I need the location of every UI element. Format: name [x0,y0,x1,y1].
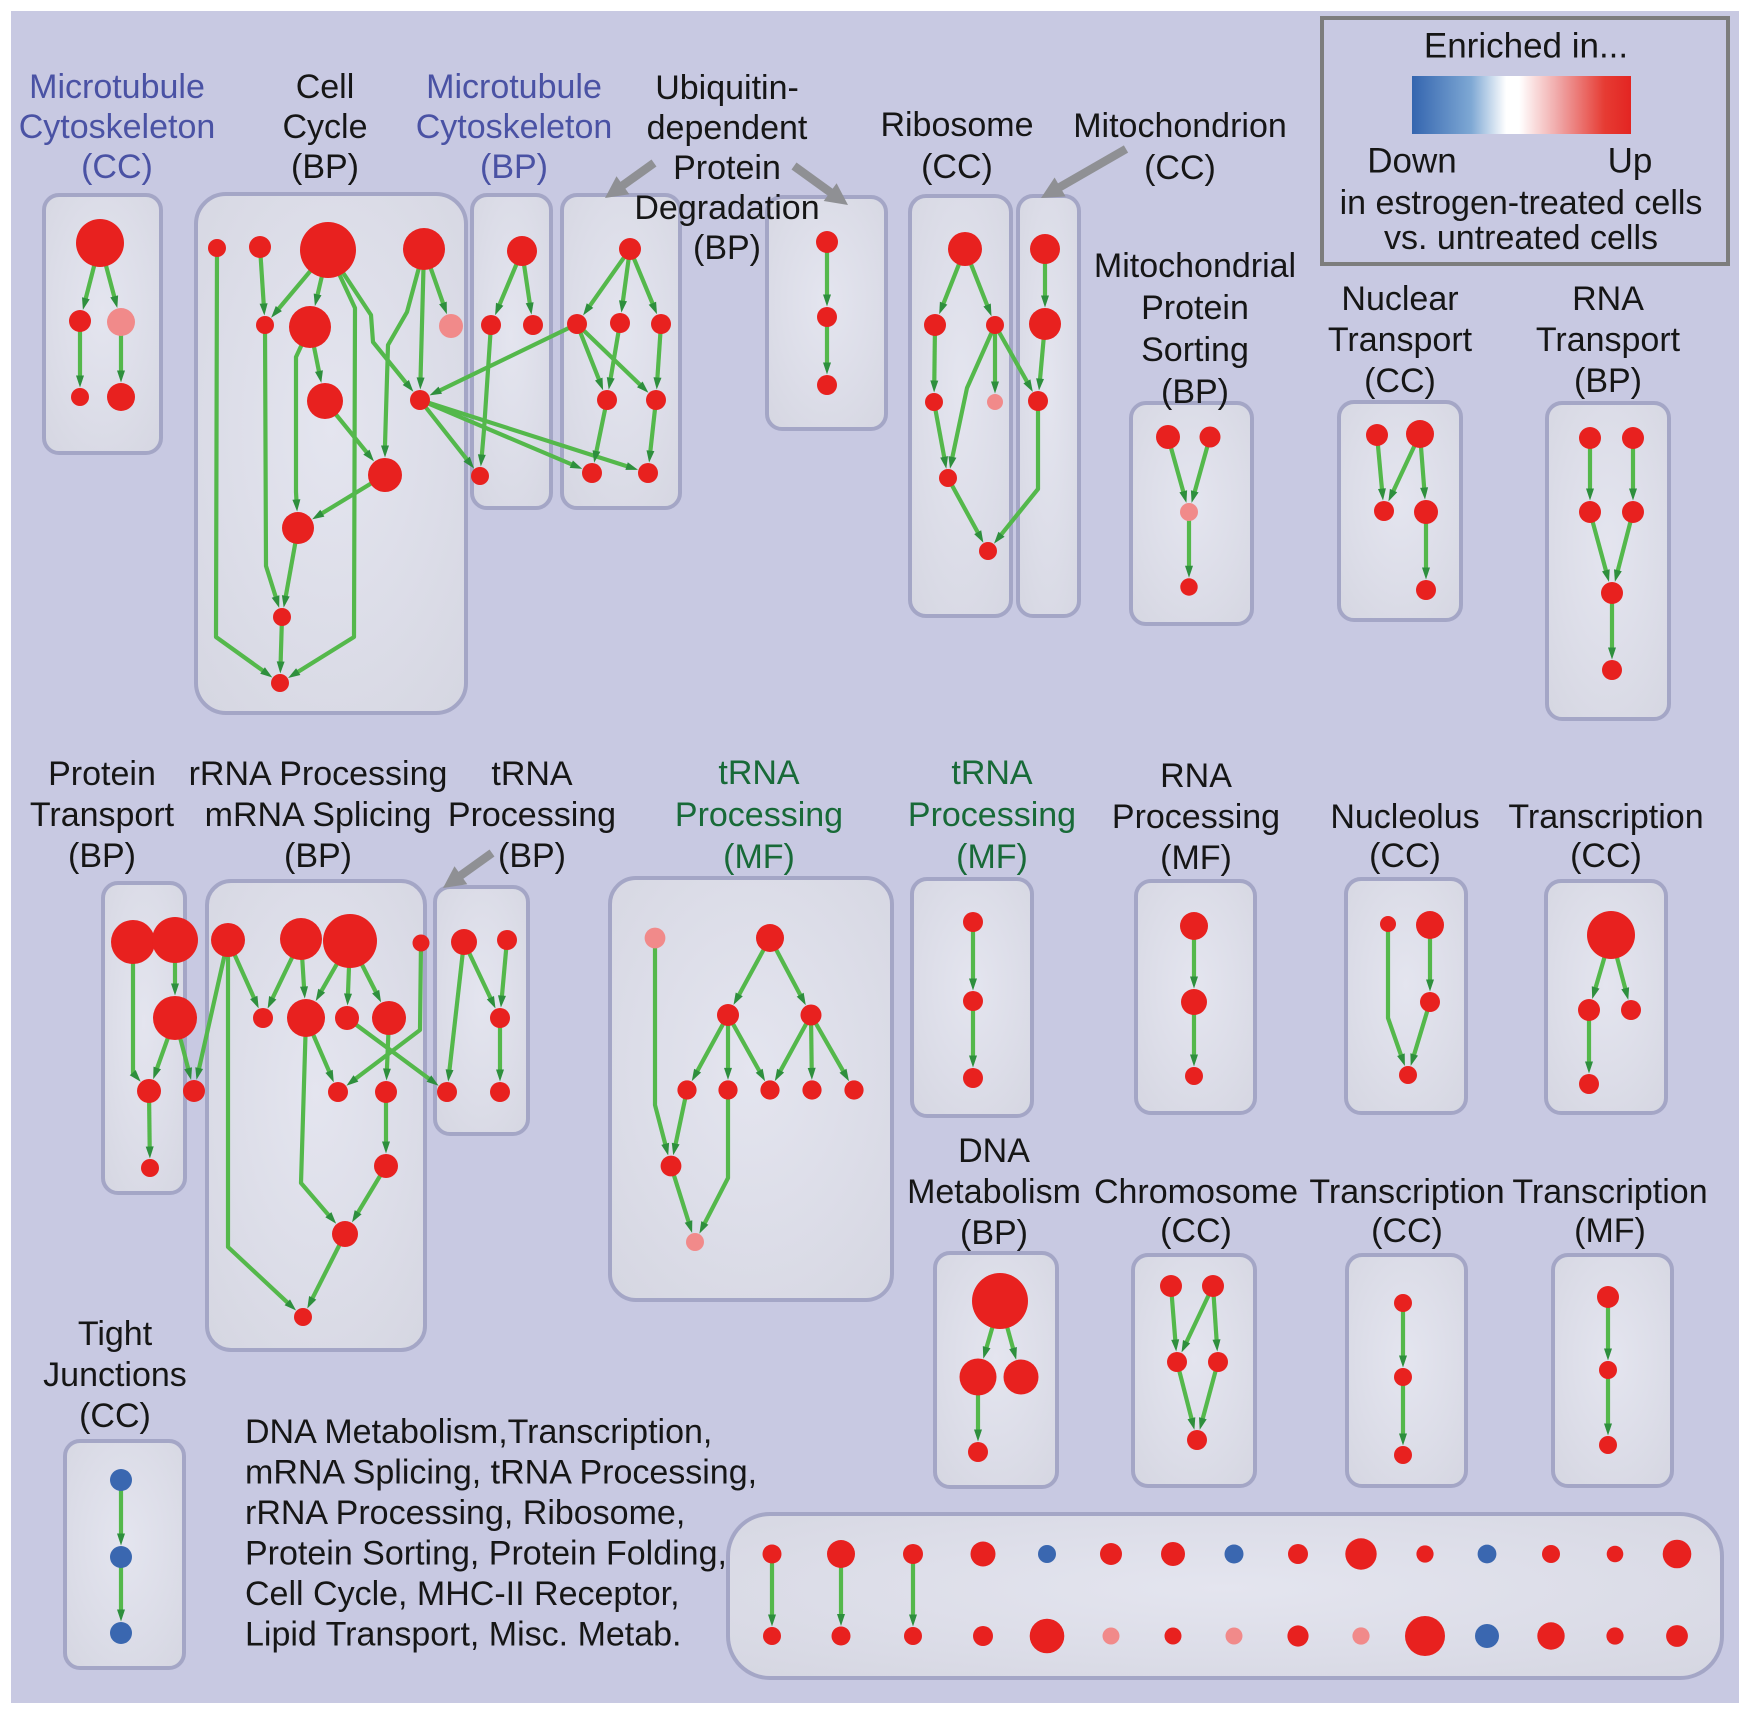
svg-text:(MF): (MF) [723,838,795,876]
svg-text:in estrogen-treated cells: in estrogen-treated cells [1340,184,1703,222]
svg-text:DNA: DNA [958,1132,1030,1170]
svg-text:Cell: Cell [296,68,355,106]
svg-text:tRNA: tRNA [951,754,1033,792]
svg-text:Ubiquitin-: Ubiquitin- [655,69,799,107]
svg-text:Nuclear: Nuclear [1341,280,1458,318]
svg-text:Ribosome: Ribosome [880,106,1033,144]
svg-text:Protein: Protein [48,755,156,793]
svg-text:tRNA: tRNA [491,755,573,793]
svg-text:Transcription: Transcription [1512,1173,1707,1211]
svg-text:Enriched in...: Enriched in... [1424,27,1628,66]
svg-text:(MF): (MF) [1574,1212,1646,1250]
svg-text:tRNA: tRNA [718,754,800,792]
svg-text:Transport: Transport [1536,321,1681,359]
svg-text:Cell Cycle, MHC-II Receptor,: Cell Cycle, MHC-II Receptor, [245,1575,680,1613]
svg-text:(CC): (CC) [921,148,993,186]
svg-text:Up: Up [1608,142,1653,181]
svg-text:Junctions: Junctions [43,1356,187,1394]
svg-text:Down: Down [1367,142,1456,181]
svg-text:Lipid Transport, Misc. Metab.: Lipid Transport, Misc. Metab. [245,1616,682,1654]
svg-text:Chromosome: Chromosome [1094,1173,1298,1211]
svg-text:RNA: RNA [1160,757,1232,795]
svg-text:(BP): (BP) [68,837,136,875]
svg-text:dependent: dependent [647,109,808,147]
svg-text:rRNA Processing, Ribosome,: rRNA Processing, Ribosome, [245,1494,685,1532]
svg-text:mRNA Splicing: mRNA Splicing [205,796,432,834]
svg-text:(BP): (BP) [480,148,548,186]
svg-text:Tight: Tight [78,1315,153,1353]
svg-text:Protein: Protein [673,149,781,187]
svg-text:(CC): (CC) [1160,1212,1232,1250]
svg-text:DNA Metabolism,Transcription,: DNA Metabolism,Transcription, [245,1413,712,1451]
svg-text:Transcription: Transcription [1309,1173,1504,1211]
svg-text:(CC): (CC) [1369,837,1441,875]
svg-text:vs. untreated cells: vs. untreated cells [1384,219,1658,257]
svg-text:Microtubule: Microtubule [426,68,602,106]
svg-text:(BP): (BP) [960,1214,1028,1252]
svg-text:(BP): (BP) [1574,362,1642,400]
svg-text:Sorting: Sorting [1141,331,1249,369]
svg-text:Metabolism: Metabolism [907,1173,1081,1211]
svg-text:Processing: Processing [1112,798,1280,836]
svg-text:Processing: Processing [675,796,843,834]
svg-text:Transport: Transport [30,796,175,834]
svg-text:(BP): (BP) [498,837,566,875]
svg-text:Cycle: Cycle [282,108,367,146]
svg-text:(BP): (BP) [284,837,352,875]
svg-text:Transport: Transport [1328,321,1473,359]
svg-text:(MF): (MF) [1160,839,1232,877]
svg-text:rRNA Processing: rRNA Processing [189,755,448,793]
svg-text:Nucleolus: Nucleolus [1330,798,1479,836]
svg-text:mRNA Splicing, tRNA Processing: mRNA Splicing, tRNA Processing, [245,1454,757,1492]
svg-text:(CC): (CC) [1371,1212,1443,1250]
svg-text:(MF): (MF) [956,838,1028,876]
svg-text:Cytoskeleton: Cytoskeleton [416,108,613,146]
svg-text:(CC): (CC) [79,1397,151,1435]
svg-text:Protein Sorting, Protein Foldi: Protein Sorting, Protein Folding, [245,1535,727,1573]
svg-text:Processing: Processing [448,796,616,834]
svg-text:Processing: Processing [908,796,1076,834]
svg-text:Protein: Protein [1141,289,1249,327]
svg-text:Microtubule: Microtubule [29,68,205,106]
svg-text:(BP): (BP) [693,229,761,267]
svg-text:(BP): (BP) [291,148,359,186]
svg-text:(CC): (CC) [1364,362,1436,400]
svg-text:Cytoskeleton: Cytoskeleton [19,108,216,146]
svg-text:Transcription: Transcription [1508,798,1703,836]
svg-text:(CC): (CC) [1144,149,1216,187]
svg-text:RNA: RNA [1572,280,1644,318]
svg-text:(CC): (CC) [81,148,153,186]
svg-text:Mitochondrial: Mitochondrial [1094,247,1296,285]
svg-text:Mitochondrion: Mitochondrion [1073,107,1287,145]
svg-text:(CC): (CC) [1570,837,1642,875]
svg-text:Degradation: Degradation [634,189,819,227]
svg-text:(BP): (BP) [1161,373,1229,411]
